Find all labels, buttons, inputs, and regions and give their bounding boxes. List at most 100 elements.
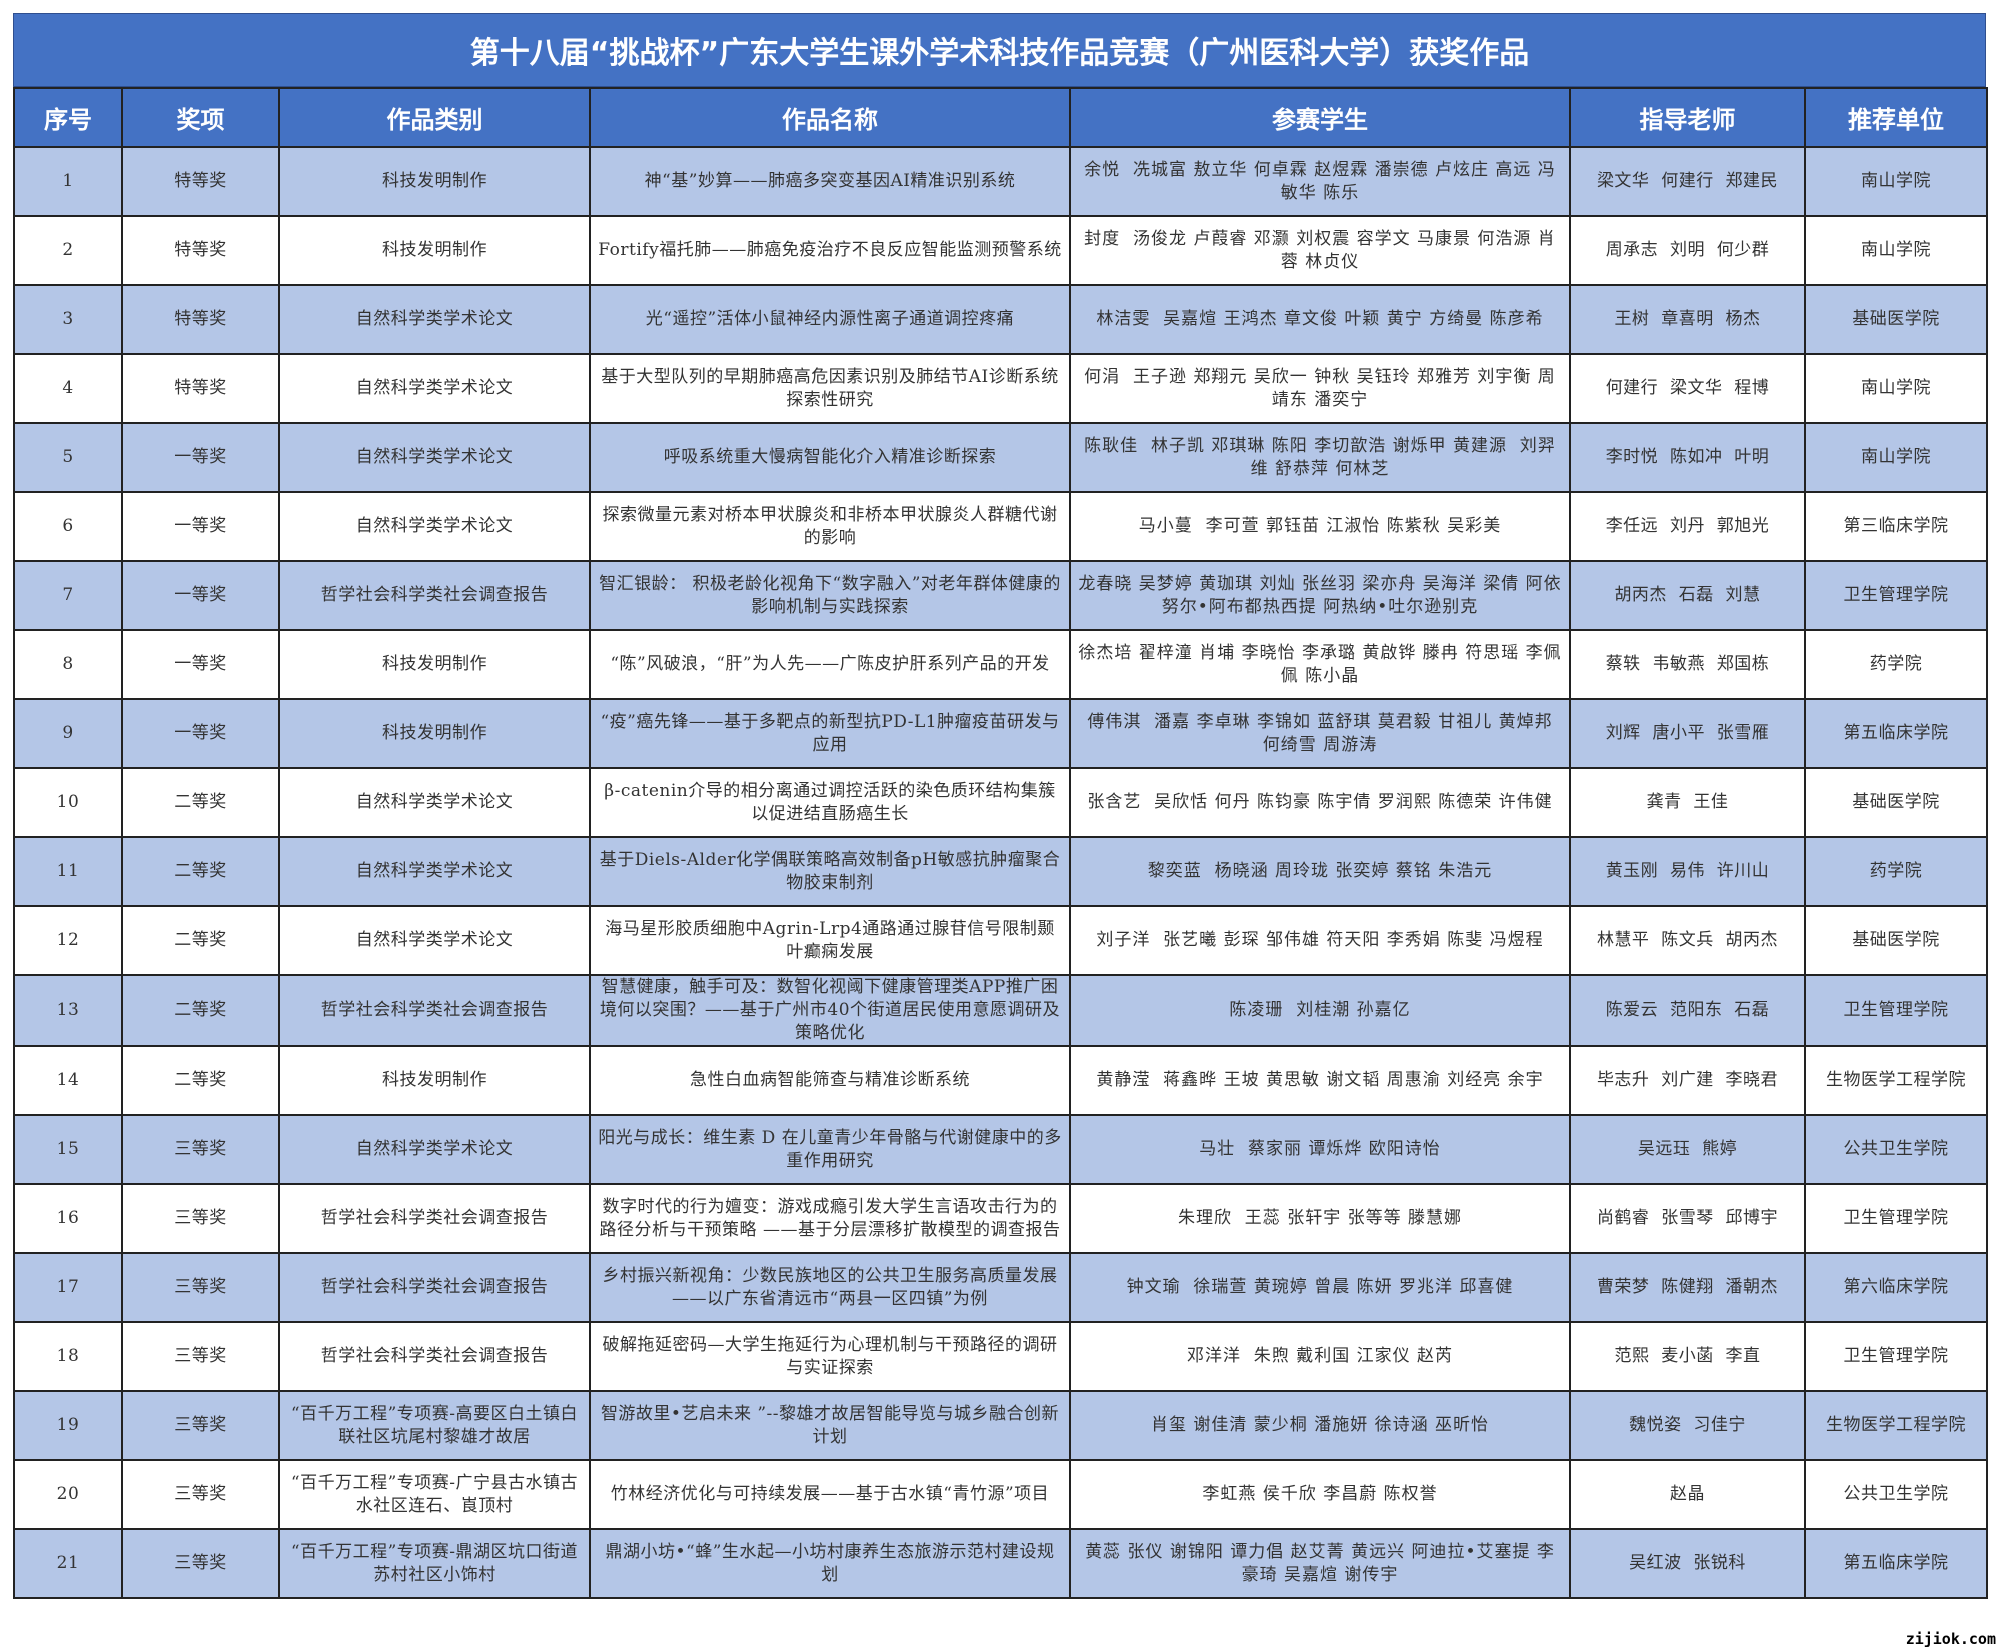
cell-index: 6: [13, 491, 123, 562]
cell-index: 13: [13, 974, 123, 1047]
cell-advisors: 毕志升 刘广建 李晓君: [1569, 1045, 1806, 1116]
header-unit: 推荐单位: [1804, 87, 1988, 148]
cell-students: 黄静滢 蒋鑫晔 王坡 黄思敏 谢文韬 周惠渝 刘经亮 余宇: [1069, 1045, 1571, 1116]
cell-unit: 卫生管理学院: [1804, 560, 1988, 631]
cell-award: 三等奖: [121, 1528, 280, 1599]
cell-advisors: 魏悦姿 习佳宁: [1569, 1390, 1806, 1461]
cell-index: 4: [13, 353, 123, 424]
cell-students: 马壮 蔡家丽 谭烁烨 欧阳诗怡: [1069, 1114, 1571, 1185]
table-row: 10 二等奖 自然科学类学术论文 β-catenin介导的相分离通过调控活跃的染色质环…: [13, 767, 1988, 838]
cell-unit: 南山学院: [1804, 215, 1988, 286]
cell-index: 7: [13, 560, 123, 631]
cell-index: 14: [13, 1045, 123, 1116]
cell-award: 一等奖: [121, 698, 280, 769]
cell-index: 11: [13, 836, 123, 907]
table-row: 5 一等奖 自然科学类学术论文 呼吸系统重大慢病智能化介入精准诊断探索 陈耿佳 林子凯 …: [13, 422, 1988, 493]
cell-index: 18: [13, 1321, 123, 1392]
table-row: 13 二等奖 哲学社会科学类社会调查报告 智慧健康，触手可及：数智化视阈下健康管理类A…: [13, 974, 1988, 1047]
cell-advisors: 吴红波 张锐科: [1569, 1528, 1806, 1599]
sheet-title: 第十八届“挑战杯”广东大学生课外学术科技作品竞赛（广州医科大学）获奖作品: [13, 13, 1986, 87]
cell-category: 自然科学类学术论文: [278, 422, 591, 493]
cell-work-name: 基于Diels-Alder化学偶联策略高效制备pH敏感抗肿瘤聚合物胶束制剂: [589, 836, 1071, 907]
cell-category: 哲学社会科学类社会调查报告: [278, 974, 591, 1047]
cell-award: 二等奖: [121, 1045, 280, 1116]
cell-advisors: 尚鹤睿 张雪琴 邱博宇: [1569, 1183, 1806, 1254]
cell-advisors: 林慧平 陈文兵 胡丙杰: [1569, 905, 1806, 976]
cell-students: 龙春晓 吴梦婷 黄珈琪 刘灿 张丝羽 梁亦舟 吴海洋 梁倩 阿依努尔•阿布都热西…: [1069, 560, 1571, 631]
cell-work-name: 阳光与成长：维生素 D 在儿童青少年骨骼与代谢健康中的多重作用研究: [589, 1114, 1071, 1185]
cell-work-name: 智游故里•艺启未来 ”--黎雄才故居智能导览与城乡融合创新计划: [589, 1390, 1071, 1461]
cell-work-name: 急性白血病智能筛查与精准诊断系统: [589, 1045, 1071, 1116]
cell-advisors: 刘辉 唐小平 张雪雁: [1569, 698, 1806, 769]
cell-advisors: 梁文华 何建行 郑建民: [1569, 146, 1806, 217]
cell-award: 一等奖: [121, 629, 280, 700]
cell-index: 16: [13, 1183, 123, 1254]
cell-category: 自然科学类学术论文: [278, 836, 591, 907]
cell-students: 李虹燕 侯千欣 李昌蔚 陈权誉: [1069, 1459, 1571, 1530]
cell-category: 哲学社会科学类社会调查报告: [278, 1252, 591, 1323]
cell-unit: 第三临床学院: [1804, 491, 1988, 562]
cell-index: 12: [13, 905, 123, 976]
header-award: 奖项: [121, 87, 280, 148]
header-advisors: 指导老师: [1569, 87, 1806, 148]
cell-students: 黎奕蓝 杨晓涵 周玲珑 张奕婷 蔡铭 朱浩元: [1069, 836, 1571, 907]
cell-unit: 生物医学工程学院: [1804, 1390, 1988, 1461]
cell-unit: 生物医学工程学院: [1804, 1045, 1988, 1116]
table-row: 1 特等奖 科技发明制作 神“基”妙算——肺癌多突变基因AI精准识别系统 余悦 冼城富 …: [13, 146, 1988, 217]
cell-unit: 公共卫生学院: [1804, 1114, 1988, 1185]
cell-students: 钟文瑜 徐瑞萱 黄琬婷 曾晨 陈妍 罗兆洋 邱喜健: [1069, 1252, 1571, 1323]
cell-unit: 卫生管理学院: [1804, 1321, 1988, 1392]
cell-unit: 药学院: [1804, 836, 1988, 907]
cell-award: 特等奖: [121, 215, 280, 286]
table-row: 4 特等奖 自然科学类学术论文 基于大型队列的早期肺癌高危因素识别及肺结节AI诊断系统…: [13, 353, 1988, 424]
table-row: 20 三等奖 “百千万工程”专项赛-广宁县古水镇古水社区连石、崀顶村 竹林经济优化与可…: [13, 1459, 1988, 1530]
cell-category: 自然科学类学术论文: [278, 1114, 591, 1185]
cell-index: 21: [13, 1528, 123, 1599]
cell-award: 特等奖: [121, 146, 280, 217]
cell-students: 刘子洋 张艺曦 彭琛 邹伟雄 符天阳 李秀娟 陈斐 冯煜程: [1069, 905, 1571, 976]
header-students: 参赛学生: [1069, 87, 1571, 148]
cell-category: “百千万工程”专项赛-广宁县古水镇古水社区连石、崀顶村: [278, 1459, 591, 1530]
cell-index: 5: [13, 422, 123, 493]
cell-work-name: 探索微量元素对桥本甲状腺炎和非桥本甲状腺炎人群糖代谢的影响: [589, 491, 1071, 562]
cell-advisors: 龚青 王佳: [1569, 767, 1806, 838]
cell-advisors: 何建行 梁文华 程博: [1569, 353, 1806, 424]
cell-work-name: Fortify福托肺——肺癌免疫治疗不良反应智能监测预警系统: [589, 215, 1071, 286]
cell-advisors: 王树 章喜明 杨杰: [1569, 284, 1806, 355]
cell-students: 何涓 王子逊 郑翔元 吴欣一 钟秋 吴钰玲 郑雅芳 刘宇衡 周靖东 潘奕宁: [1069, 353, 1571, 424]
cell-unit: 南山学院: [1804, 422, 1988, 493]
table-row: 9 一等奖 科技发明制作 “疫”癌先锋——基于多靶点的新型抗PD-L1肿瘤疫苗研发与应…: [13, 698, 1988, 769]
cell-index: 15: [13, 1114, 123, 1185]
table-header-row: 序号 奖项 作品类别 作品名称 参赛学生 指导老师 推荐单位: [13, 87, 1988, 148]
cell-work-name: 光“遥控”活体小鼠神经内源性离子通道调控疼痛: [589, 284, 1071, 355]
cell-work-name: 神“基”妙算——肺癌多突变基因AI精准识别系统: [589, 146, 1071, 217]
table-row: 3 特等奖 自然科学类学术论文 光“遥控”活体小鼠神经内源性离子通道调控疼痛 林洁雯 吴…: [13, 284, 1988, 355]
cell-work-name: “疫”癌先锋——基于多靶点的新型抗PD-L1肿瘤疫苗研发与应用: [589, 698, 1071, 769]
cell-work-name: 破解拖延密码—大学生拖延行为心理机制与干预路径的调研与实证探索: [589, 1321, 1071, 1392]
cell-advisors: 陈爱云 范阳东 石磊: [1569, 974, 1806, 1047]
cell-work-name: 海马星形胶质细胞中Agrin-Lrp4通路通过腺苷信号限制颞叶癫痫发展: [589, 905, 1071, 976]
cell-award: 二等奖: [121, 767, 280, 838]
cell-category: “百千万工程”专项赛-鼎湖区坑口街道苏村社区小饰村: [278, 1528, 591, 1599]
cell-unit: 南山学院: [1804, 353, 1988, 424]
cell-index: 9: [13, 698, 123, 769]
cell-award: 一等奖: [121, 422, 280, 493]
table-row: 2 特等奖 科技发明制作 Fortify福托肺——肺癌免疫治疗不良反应智能监测预警系统…: [13, 215, 1988, 286]
cell-index: 2: [13, 215, 123, 286]
cell-award: 三等奖: [121, 1114, 280, 1185]
cell-work-name: 乡村振兴新视角：少数民族地区的公共卫生服务高质量发展——以广东省清远市“两县一区…: [589, 1252, 1071, 1323]
awards-sheet: 第十八届“挑战杯”广东大学生课外学术科技作品竞赛（广州医科大学）获奖作品 序号 …: [13, 13, 1988, 1599]
table-row: 17 三等奖 哲学社会科学类社会调查报告 乡村振兴新视角：少数民族地区的公共卫生服务高…: [13, 1252, 1988, 1323]
cell-unit: 基础医学院: [1804, 767, 1988, 838]
cell-award: 特等奖: [121, 284, 280, 355]
table-row: 6 一等奖 自然科学类学术论文 探索微量元素对桥本甲状腺炎和非桥本甲状腺炎人群糖代谢的…: [13, 491, 1988, 562]
cell-category: 自然科学类学术论文: [278, 284, 591, 355]
cell-award: 三等奖: [121, 1252, 280, 1323]
cell-award: 三等奖: [121, 1183, 280, 1254]
cell-category: 自然科学类学术论文: [278, 767, 591, 838]
cell-unit: 第五临床学院: [1804, 1528, 1988, 1599]
cell-category: “百千万工程”专项赛-高要区白土镇白联社区坑尾村黎雄才故居: [278, 1390, 591, 1461]
cell-work-name: 智慧健康，触手可及：数智化视阈下健康管理类APP推广困境何以突围？——基于广州市…: [589, 974, 1071, 1047]
cell-students: 陈凌珊 刘桂潮 孙嘉亿: [1069, 974, 1571, 1047]
cell-category: 自然科学类学术论文: [278, 491, 591, 562]
